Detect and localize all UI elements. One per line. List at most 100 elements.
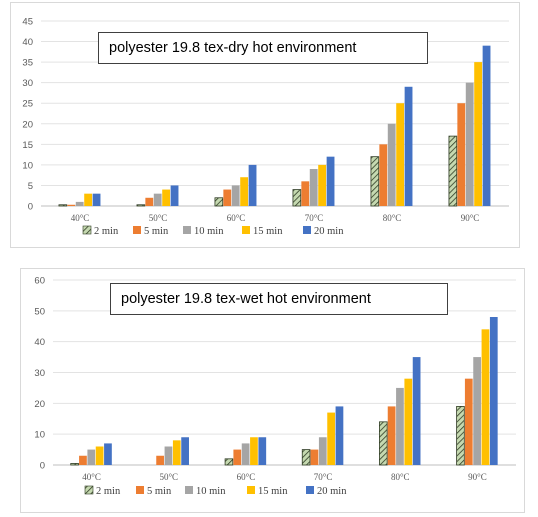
dry-bar-2min-1 (136, 204, 146, 207)
wet-bar-10min-4 (396, 387, 404, 465)
wet-bar-15min-3 (327, 412, 335, 465)
dry-bar-10min-0 (75, 201, 84, 206)
wet-category-label: 70°C (314, 472, 333, 482)
wet-bar-2min-5 (456, 406, 465, 466)
dry-bar-20min-1 (170, 185, 179, 206)
dry-bar-15min-1 (162, 189, 171, 206)
wet-bar-10min-3 (318, 437, 327, 465)
dry-category-label: 50°C (149, 213, 168, 223)
dry-legend-label: 20 min (314, 226, 344, 237)
chart-dry-title: polyester 19.8 tex-dry hot environment (98, 32, 428, 64)
wet-bar-15min-4 (404, 378, 413, 465)
dry-y-tick-label: 15 (22, 140, 33, 151)
wet-y-tick-label: 10 (34, 430, 45, 441)
wet-legend-label: 10 min (196, 486, 226, 497)
dry-category-label: 40°C (71, 213, 90, 223)
wet-bar-2min-2 (224, 458, 234, 466)
wet-y-tick-label: 50 (34, 306, 45, 317)
dry-bar-15min-0 (84, 193, 93, 206)
wet-category-label: 90°C (468, 472, 487, 482)
chart-wet-panel: 0 10 20 30 40 50 60 40°C 50°C 60°C 70°C 80°C 90°C 2 m… (20, 268, 525, 513)
dry-category-label: 70°C (305, 213, 324, 223)
wet-legend-label: 15 min (258, 486, 288, 497)
wet-bar-2min-3 (301, 449, 311, 466)
wet-legend-swatch (136, 486, 144, 494)
wet-bar-5min-4 (387, 406, 396, 465)
wet-bar-20min-3 (335, 406, 344, 465)
dry-bar-20min-5 (482, 45, 491, 206)
dry-y-tick-label: 10 (22, 160, 33, 171)
wet-bar-20min-1 (181, 437, 189, 465)
wet-y-tick-label: 20 (34, 399, 45, 410)
dry-y-tick-label: 30 (22, 78, 33, 89)
dry-bar-10min-4 (387, 123, 396, 206)
wet-category-label: 40°C (82, 472, 101, 482)
dry-bar-5min-0 (67, 204, 76, 206)
dry-bar-2min-5 (448, 135, 458, 207)
wet-legend-label: 2 min (96, 486, 121, 497)
dry-bar-15min-4 (396, 103, 405, 206)
dry-bar-15min-3 (318, 164, 327, 206)
dry-bar-10min-3 (309, 169, 318, 206)
dry-bar-2min-0 (58, 204, 68, 207)
wet-bar-15min-5 (481, 329, 490, 465)
wet-legend-swatch (84, 485, 94, 495)
dry-legend-label: 2 min (94, 226, 119, 237)
dry-y-tick-label: 20 (22, 119, 33, 130)
wet-y-tick-label: 30 (34, 368, 45, 379)
wet-bar-5min-2 (233, 449, 242, 465)
dry-legend-swatch (133, 226, 141, 234)
wet-bar-20min-2 (258, 437, 267, 465)
dry-bar-5min-5 (457, 103, 466, 206)
wet-bar-10min-0 (87, 449, 96, 465)
dry-bar-2min-4 (370, 156, 380, 207)
dry-bar-20min-3 (326, 156, 335, 206)
wet-y-tick-label: 0 (40, 461, 45, 472)
wet-bar-2min-4 (379, 421, 388, 466)
dry-bar-15min-5 (474, 62, 483, 206)
wet-category-label: 50°C (159, 472, 178, 482)
wet-bar-2min-0 (70, 463, 79, 466)
dry-bar-5min-4 (379, 144, 388, 206)
dry-bar-2min-3 (292, 189, 302, 207)
dry-legend-label: 15 min (253, 226, 283, 237)
wet-bar-15min-0 (95, 446, 104, 465)
wet-bar-20min-0 (104, 443, 112, 465)
dry-legend-label: 10 min (194, 226, 224, 237)
dry-category-label: 80°C (383, 213, 402, 223)
dry-bar-2min-2 (214, 197, 224, 207)
dry-bar-5min-2 (223, 189, 232, 206)
wet-y-tick-label: 40 (34, 337, 45, 348)
dry-bar-20min-4 (404, 86, 413, 206)
wet-category-label: 60°C (237, 472, 256, 482)
wet-legend-swatch (247, 486, 255, 494)
dry-legend-swatch (183, 226, 191, 234)
dry-bar-20min-2 (248, 164, 257, 206)
wet-legend-label: 5 min (147, 486, 172, 497)
dry-bar-10min-5 (465, 82, 474, 206)
wet-bar-20min-5 (489, 317, 498, 465)
dry-bar-10min-1 (153, 193, 162, 206)
dry-y-tick-label: 45 (22, 17, 33, 28)
dry-y-tick-label: 25 (22, 99, 33, 110)
wet-legend-swatch (185, 486, 193, 494)
wet-bar-5min-5 (464, 378, 473, 465)
dry-y-tick-label: 5 (28, 181, 33, 192)
wet-bar-10min-1 (164, 446, 173, 465)
dry-bar-20min-0 (92, 193, 101, 206)
wet-bar-15min-1 (172, 440, 181, 465)
wet-bar-15min-2 (250, 437, 258, 465)
wet-bar-5min-3 (310, 449, 319, 465)
dry-category-label: 60°C (227, 213, 246, 223)
dry-bar-5min-3 (301, 181, 310, 206)
dry-legend-label: 5 min (144, 226, 169, 237)
chart-dry-panel: 0 5 10 15 20 25 30 35 40 45 40°C 50°C 60°C 70°C 80°C 90… (10, 2, 520, 248)
dry-bar-5min-1 (145, 197, 154, 206)
wet-bar-10min-5 (473, 357, 481, 465)
dry-y-tick-label: 35 (22, 58, 33, 69)
dry-legend-swatch (303, 226, 311, 234)
wet-legend-swatch (306, 486, 314, 494)
wet-bar-10min-2 (241, 443, 250, 465)
wet-bar-5min-0 (79, 455, 87, 465)
dry-category-label: 90°C (461, 213, 480, 223)
